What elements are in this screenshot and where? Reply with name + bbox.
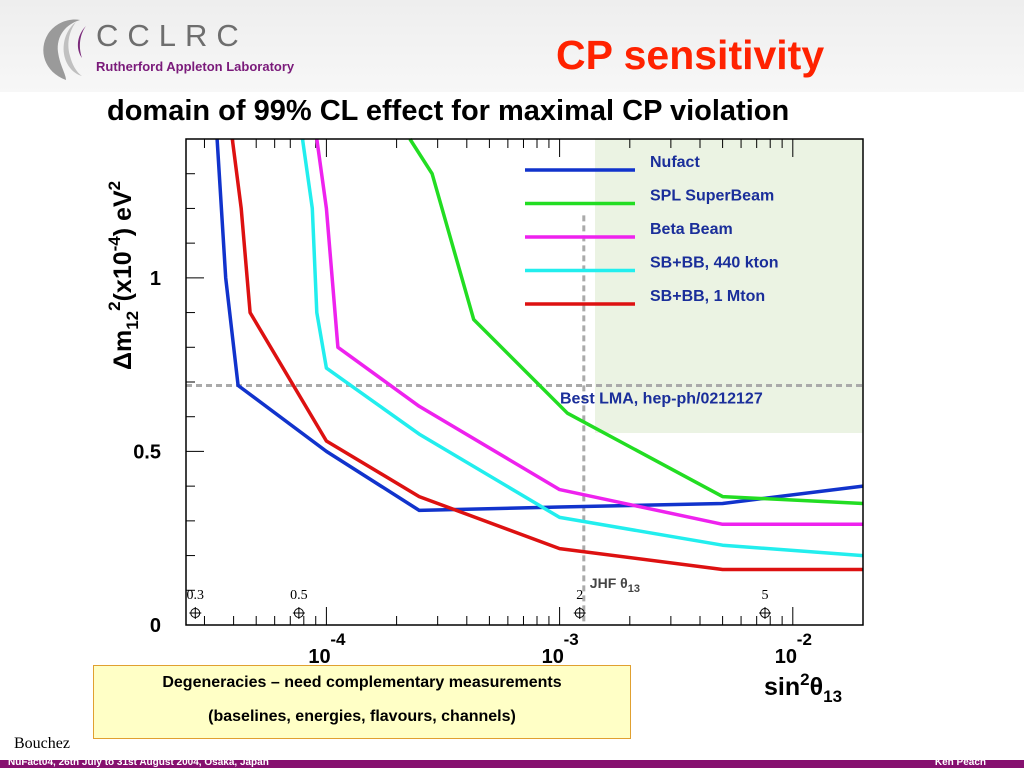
legend-label-4: SB+BB, 440 kton — [650, 255, 778, 272]
y-axis-title-delta: Δ — [109, 352, 137, 370]
x-axis-title: sin2θ13 — [764, 670, 842, 706]
jhf-label: JHF θ13 — [590, 575, 640, 595]
y-tick-label-1: 0 — [150, 615, 161, 637]
slide-subtitle: domain of 99% CL effect for maximal CP v… — [107, 95, 790, 127]
y-axis-title-tail: ) eV — [109, 190, 137, 236]
degeneracies-note: Degeneracies – need complementary measur… — [93, 665, 631, 739]
plot-frame — [185, 138, 864, 626]
series-line-1 — [215, 138, 864, 513]
series-line-5 — [230, 138, 863, 572]
theta-degree-label-1: 0.3 — [187, 588, 205, 603]
series-line-4 — [300, 138, 864, 558]
theta-degree-label-4: 5 — [762, 588, 769, 603]
header-band — [0, 0, 1024, 92]
legend-label-2: SPL SuperBeam — [650, 188, 774, 205]
y-axis-title-tail-sup: 2 — [105, 181, 124, 190]
logo-name: CCLRC — [96, 18, 248, 53]
y-tick-label-3: 1 — [150, 268, 161, 290]
y-axis-title-sup: 2 — [105, 301, 124, 310]
y-axis-title-exp: -4 — [105, 236, 124, 252]
slide-title: CP sensitivity — [556, 32, 825, 78]
note-line-1: Degeneracies – need complementary measur… — [162, 674, 562, 691]
x-axis-title-sub: 13 — [823, 687, 842, 706]
note-line-2: (baselines, energies, flavours, channels… — [208, 708, 516, 725]
credit-author: Bouchez — [14, 735, 70, 752]
x-tick-exp-1: -4 — [330, 630, 346, 649]
series-line-2 — [408, 138, 864, 506]
y-tick-label-2: 0.5 — [133, 441, 161, 463]
best-lma-label: Best LMA, hep-ph/0212127 — [560, 390, 763, 407]
x-tick-exp-3: -2 — [797, 630, 812, 649]
x-axis-title-sin: sin — [764, 673, 800, 701]
legend-label-3: Beta Beam — [650, 221, 733, 238]
y-axis-title: Δm122(x10-4) eV2 — [105, 181, 142, 370]
jhf-label-sub: 13 — [628, 583, 640, 595]
x-axis-title-theta: θ — [810, 673, 824, 701]
x-tick-label-3: 10 — [775, 646, 797, 668]
y-axis-title-m: m — [109, 330, 137, 352]
legend-label-1: Nufact — [650, 154, 700, 171]
cclrc-logo: CCLRC Rutherford Appleton Laboratory — [36, 16, 294, 88]
logo-subtitle: Rutherford Appleton Laboratory — [96, 59, 295, 74]
y-axis-title-mid: (x10 — [109, 251, 137, 301]
x-tick-label-2: 10 — [542, 646, 564, 668]
series-line-3 — [315, 138, 863, 527]
legend-label-5: SB+BB, 1 Mton — [650, 288, 765, 305]
footer-right: Ken Peach — [934, 757, 986, 768]
legend: Nufact SPL SuperBeam Beta Beam SB+BB, 440 k… — [525, 154, 778, 306]
theta-degree-label-3: 2 — [576, 588, 583, 603]
x-axis-title-sup: 2 — [800, 670, 809, 689]
footer-left: NuFact04, 26th July to 31st August 2004,… — [8, 757, 269, 768]
x-tick-exp-2: -3 — [564, 630, 579, 649]
y-axis-title-sub: 12 — [123, 311, 142, 330]
series-layer — [215, 138, 864, 572]
legend-panel — [595, 139, 863, 433]
axis-labels: Best LMA, hep-ph/0212127 JHF θ13 0.3 0.5 2 5 0… — [105, 181, 842, 706]
x-tick-label-1: 10 — [308, 646, 330, 668]
footer-band: NuFact04, 26th July to 31st August 2004,… — [0, 757, 1024, 768]
swoosh-logo-icon — [43, 19, 86, 80]
theta-degree-label-2: 0.5 — [290, 588, 308, 603]
